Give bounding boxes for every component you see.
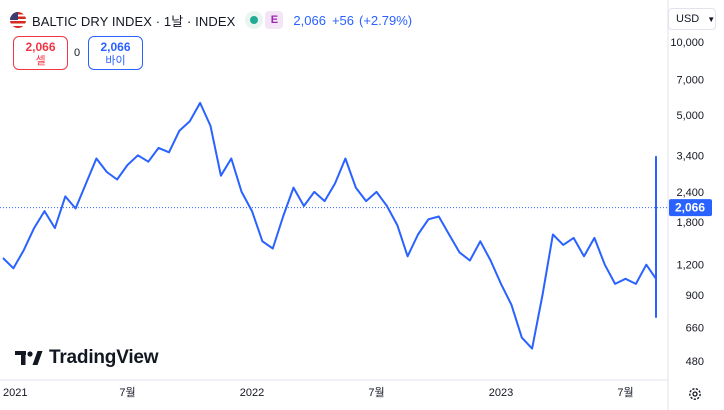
y-tick-label: 900 <box>686 290 704 302</box>
sell-button[interactable]: 2,066 셀 <box>13 36 68 70</box>
y-tick-label: 480 <box>686 356 704 368</box>
last-price: 2,066 <box>293 12 326 28</box>
tradingview-logo-icon <box>15 351 43 365</box>
y-tick-label: 1,200 <box>676 260 704 272</box>
y-tick-label: 10,000 <box>670 37 704 49</box>
symbol-legend: BALTIC DRY INDEX · 1날 · INDEX E 2,066 +5… <box>10 10 412 30</box>
buy-label: 바이 <box>105 55 126 67</box>
tradingview-logo[interactable]: TradingView <box>15 347 159 369</box>
svg-text:2,066: 2,066 <box>675 201 705 215</box>
gear-icon <box>689 388 701 400</box>
chevron-down-icon: ▼ <box>707 14 716 24</box>
sell-price: 2,066 <box>25 40 56 54</box>
y-tick-label: 3,400 <box>676 150 704 162</box>
settings-button[interactable] <box>686 385 704 403</box>
x-tick-label: 2021 <box>3 387 27 399</box>
last-price-label: 2,066 <box>669 199 712 217</box>
e-badge-icon[interactable]: E <box>265 11 284 29</box>
currency-label: USD <box>676 13 700 25</box>
price-series-line <box>2 101 657 350</box>
x-tick-label: 7월 <box>617 386 633 399</box>
spread-value: 0 <box>74 47 81 59</box>
currency-selector[interactable]: USD ▼ <box>668 8 716 30</box>
time-axis[interactable]: 20217월20227월20237월20247월20257월2026 <box>3 386 724 399</box>
y-tick-label: 7,000 <box>676 74 704 86</box>
us-flag-icon <box>10 12 26 28</box>
y-tick-label: 1,800 <box>676 217 704 229</box>
x-tick-label: 2022 <box>240 387 264 399</box>
buy-price: 2,066 <box>100 40 131 54</box>
y-tick-label: 660 <box>686 323 704 335</box>
x-tick-label: 7월 <box>119 386 135 399</box>
market-status-dot-icon[interactable] <box>245 11 264 29</box>
buy-button[interactable]: 2,066 바이 <box>88 36 143 70</box>
x-tick-label: 7월 <box>368 386 384 399</box>
price-change-percent: (+2.79%) <box>359 12 413 28</box>
price-change: +56 <box>331 12 355 28</box>
x-tick-label: 2023 <box>489 387 513 399</box>
y-tick-label: 2,400 <box>676 187 704 199</box>
symbol-title[interactable]: BALTIC DRY INDEX · 1날 · INDEX <box>32 13 236 29</box>
y-tick-label: 5,000 <box>676 110 704 122</box>
sell-label: 셀 <box>35 55 46 67</box>
price-axis[interactable]: 10,000 7,000 5,000 3,400 2,400 1,800 1,200 900 6… <box>670 37 704 368</box>
tradingview-logo-text: TradingView <box>49 347 159 368</box>
